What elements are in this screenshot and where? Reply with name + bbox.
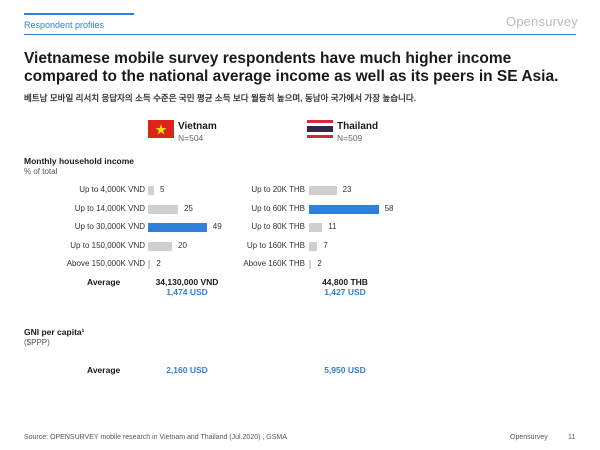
vietnam-income-bar [148, 223, 207, 232]
header-divider [24, 34, 576, 35]
thailand-income-bar [309, 223, 323, 232]
vietnam-income-average: 34,130,000 VND [155, 277, 219, 287]
thailand-bar-value: 23 [342, 185, 352, 194]
thailand-category-label: Up to 80K THB [251, 222, 305, 231]
thailand-category-label: Up to 60K THB [251, 203, 305, 213]
page-headline: Vietnamese mobile survey respondents hav… [24, 50, 559, 85]
thailand-category-label: Up to 20K THB [251, 185, 305, 194]
vietnam-category-label: Up to 150,000K VND [70, 240, 145, 250]
thailand-category-label: Up to 160K THB [246, 240, 305, 250]
footer-brand: Opensurvey [510, 434, 548, 441]
section-accent-rule [24, 13, 134, 15]
source-note: Source: OPENSURVEY mobile research in Vi… [24, 434, 287, 441]
vietnam-category-label: Up to 30,000K VND [74, 222, 145, 231]
page-subline: 베트남 모바일 리서치 응답자의 소득 수준은 국민 평균 소득 보다 월등히 … [24, 93, 417, 103]
vietnam-bar-value: 25 [184, 203, 193, 213]
thailand-bar-value: 2 [317, 259, 322, 268]
vietnam-flag-icon [148, 120, 174, 143]
vietnam-income-usd: 1,474 USD [166, 287, 208, 297]
thailand-flag-icon [307, 120, 333, 143]
thailand-bar-value: 11 [328, 222, 337, 231]
gni-title: GNI per capita¹ [24, 327, 85, 337]
thailand-income-bar [309, 260, 312, 269]
income-subtitle: % of total [24, 167, 58, 176]
section-label: Respondent profiles [24, 20, 105, 30]
vietnam-bar-value: 5 [160, 185, 165, 194]
gni-average-label: Average [87, 365, 121, 375]
vietnam-category-label: Above 150,000K VND [66, 259, 145, 268]
page-number: 11 [568, 434, 576, 441]
thailand-category-label: Above 160K THB [243, 259, 305, 268]
thailand-bar-value: 7 [323, 240, 328, 250]
vietnam-bar-value: 20 [178, 240, 187, 250]
thailand-label: Thailand [337, 121, 379, 132]
thailand-sample-size: N=509 [337, 133, 363, 143]
thailand-bar-value: 58 [384, 203, 394, 213]
brand-logo: Opensurvey [505, 14, 578, 29]
vietnam-income-bar [148, 241, 172, 251]
vietnam-gni-usd: 2,160 USD [166, 365, 208, 375]
thailand-income-usd: 1,427 USD [324, 287, 366, 297]
thailand-income-average: 44,800 THB [322, 277, 368, 287]
vietnam-category-label: Up to 4,000K VND [79, 185, 145, 194]
vietnam-income-bar [148, 186, 154, 195]
thailand-income-bar [309, 186, 337, 195]
thailand-gni-usd: 5,950 USD [324, 365, 366, 375]
thailand-income-bar [309, 204, 379, 214]
vietnam-bar-value: 2 [156, 259, 161, 268]
gni-subtitle: ($PPP) [24, 338, 50, 347]
vietnam-label: Vietnam [178, 121, 217, 132]
income-average-label: Average [87, 277, 121, 287]
vietnam-sample-size: N=504 [178, 133, 204, 143]
vietnam-income-bar [148, 260, 151, 269]
thailand-income-bar [309, 241, 318, 251]
vietnam-bar-value: 49 [212, 222, 222, 231]
vietnam-income-bar [148, 204, 178, 214]
vietnam-category-label: Up to 14,000K VND [74, 203, 145, 213]
income-title: Monthly household income [24, 156, 135, 166]
